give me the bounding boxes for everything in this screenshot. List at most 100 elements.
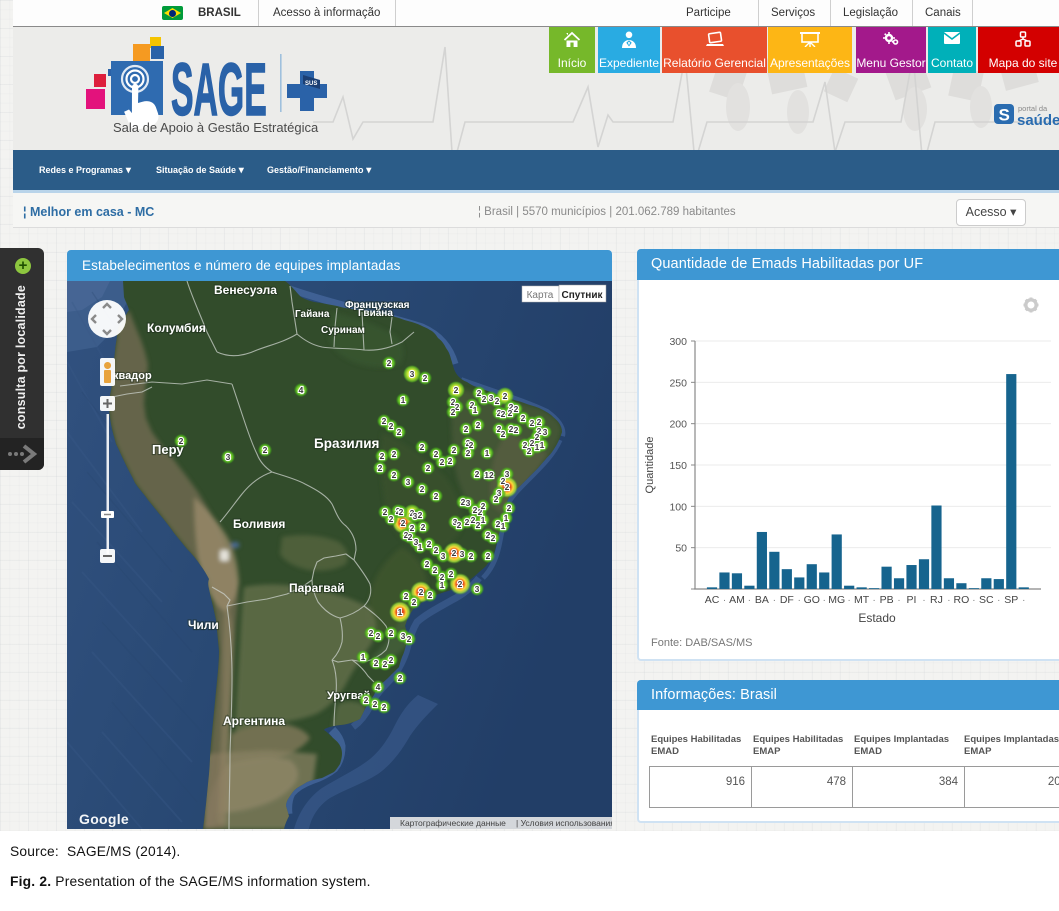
svg-text:3: 3	[497, 488, 502, 498]
svg-text:2: 2	[433, 565, 438, 575]
svg-text:2: 2	[399, 507, 404, 517]
svg-text:3: 3	[406, 477, 411, 487]
svg-text:1: 1	[361, 652, 366, 662]
svg-text:2: 2	[452, 445, 457, 455]
svg-text:2: 2	[418, 510, 423, 520]
svg-text:3: 3	[505, 469, 510, 479]
svg-text:12: 12	[484, 470, 494, 480]
svg-text:2: 2	[404, 530, 409, 540]
svg-text:квадор: квадор	[113, 370, 152, 382]
svg-text:Французская: Французская	[345, 300, 410, 311]
svg-text:·: ·	[1022, 594, 1026, 606]
svg-text:150: 150	[669, 460, 687, 472]
svg-text:2: 2	[469, 551, 474, 561]
svg-text:2: 2	[373, 699, 378, 709]
svg-text:2: 2	[501, 476, 506, 486]
svg-text:2: 2	[451, 407, 456, 417]
svg-text:2: 2	[382, 702, 387, 712]
svg-text:3: 3	[413, 511, 418, 521]
svg-text:1: 1	[485, 448, 490, 458]
svg-text:2: 2	[434, 491, 439, 501]
svg-text:2: 2	[419, 587, 424, 597]
svg-text:2: 2	[476, 420, 481, 430]
svg-text:3: 3	[414, 537, 419, 547]
svg-text:1: 1	[473, 405, 478, 415]
svg-text:·: ·	[972, 594, 976, 606]
svg-text:1: 1	[440, 580, 445, 590]
svg-text:2: 2	[523, 440, 528, 450]
svg-text:2: 2	[434, 449, 439, 459]
svg-text:2: 2	[535, 432, 540, 442]
svg-text:100: 100	[669, 501, 687, 513]
svg-text:2: 2	[509, 424, 514, 434]
svg-text:2: 2	[427, 539, 432, 549]
svg-text:·: ·	[723, 594, 727, 606]
svg-text:2: 2	[530, 418, 535, 428]
svg-text:2: 2	[491, 533, 496, 543]
svg-text:2: 2	[471, 515, 476, 525]
svg-text:2: 2	[486, 530, 491, 540]
svg-text:2: 2	[464, 424, 469, 434]
svg-text:Спутник: Спутник	[561, 290, 603, 301]
svg-text:2: 2	[389, 421, 394, 431]
svg-text:2: 2	[508, 408, 513, 418]
svg-text:300: 300	[669, 336, 687, 348]
svg-text:2: 2	[420, 442, 425, 452]
svg-text:2: 2	[410, 523, 415, 533]
svg-text:2: 2	[514, 404, 519, 414]
svg-text:AM: AM	[729, 594, 745, 606]
svg-text:1: 1	[501, 521, 506, 531]
svg-text:2: 2	[404, 591, 409, 601]
svg-text:2: 2	[426, 463, 431, 473]
svg-text:3: 3	[441, 551, 446, 561]
svg-text:Парагвай: Парагвай	[289, 581, 345, 595]
svg-text:2: 2	[383, 659, 388, 669]
svg-text:2: 2	[387, 358, 392, 368]
svg-text:2: 2	[410, 508, 415, 518]
svg-text:2: 2	[466, 448, 471, 458]
svg-text:SUS: SUS	[305, 81, 317, 87]
svg-text:2: 2	[477, 388, 482, 398]
svg-text:·: ·	[897, 594, 901, 606]
svg-text:3: 3	[226, 452, 231, 462]
svg-text:3: 3	[453, 517, 458, 527]
svg-text:2: 2	[449, 569, 454, 579]
svg-text:GO: GO	[804, 594, 820, 606]
svg-text:Estado: Estado	[858, 611, 896, 625]
svg-text:·: ·	[748, 594, 752, 606]
svg-text:2: 2	[454, 385, 459, 395]
svg-text:Аргентина: Аргентина	[223, 714, 285, 728]
svg-text:2: 2	[482, 394, 487, 404]
svg-text:2: 2	[392, 449, 397, 459]
svg-text:2: 2	[495, 396, 500, 406]
svg-text:2: 2	[392, 470, 397, 480]
svg-text:·: ·	[798, 594, 802, 606]
svg-text:saúde: saúde	[1017, 112, 1059, 129]
svg-text:PB: PB	[880, 594, 894, 606]
svg-text:2: 2	[425, 559, 430, 569]
svg-text:2: 2	[396, 506, 401, 516]
svg-text:2: 2	[389, 514, 394, 524]
svg-text:1: 1	[401, 395, 406, 405]
svg-text:2: 2	[537, 426, 542, 436]
svg-text:3: 3	[401, 631, 406, 641]
svg-text:2: 2	[478, 507, 483, 517]
svg-text:2: 2	[397, 427, 402, 437]
svg-text:2: 2	[455, 402, 460, 412]
svg-text:2: 2	[383, 507, 388, 517]
svg-text:Бразилия: Бразилия	[314, 436, 379, 451]
svg-text:DF: DF	[780, 594, 794, 606]
svg-text:2: 2	[448, 456, 453, 466]
svg-text:1: 1	[535, 442, 540, 452]
svg-text:1: 1	[481, 515, 486, 525]
svg-text:2: 2	[475, 469, 480, 479]
svg-text:RO: RO	[954, 594, 970, 606]
svg-text:1: 1	[398, 607, 403, 617]
svg-text:2: 2	[466, 438, 471, 448]
svg-text:2: 2	[470, 400, 475, 410]
svg-text:2: 2	[412, 597, 417, 607]
svg-text:2: 2	[440, 457, 445, 467]
svg-text:MT: MT	[854, 594, 870, 606]
svg-text:·: ·	[997, 594, 1001, 606]
svg-text:2: 2	[494, 494, 499, 504]
